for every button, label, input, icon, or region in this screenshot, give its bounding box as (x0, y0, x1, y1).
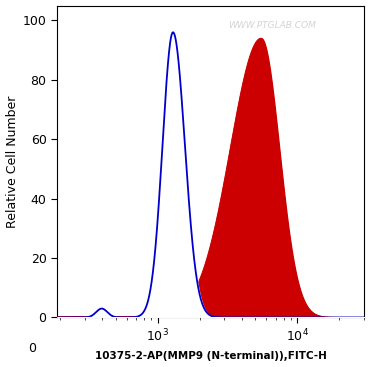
Text: 0: 0 (28, 342, 36, 356)
X-axis label: 10375-2-AP(MMP9 (N-terminal)),FITC-H: 10375-2-AP(MMP9 (N-terminal)),FITC-H (95, 352, 327, 361)
Y-axis label: Relative Cell Number: Relative Cell Number (6, 95, 18, 228)
Text: WWW.PTGLAB.COM: WWW.PTGLAB.COM (228, 21, 316, 30)
